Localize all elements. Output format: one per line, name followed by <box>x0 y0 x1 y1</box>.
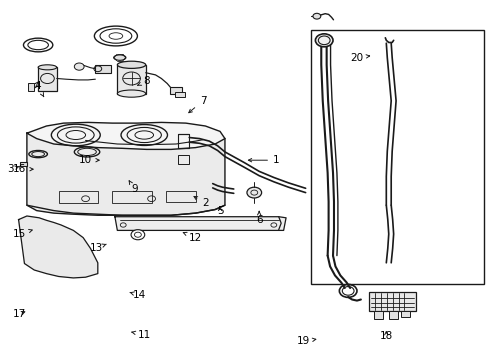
Bar <box>59 191 98 203</box>
Bar <box>170 87 182 94</box>
Bar <box>175 92 184 97</box>
Text: 6: 6 <box>255 211 262 225</box>
Polygon shape <box>27 122 224 149</box>
Text: 19: 19 <box>296 336 315 346</box>
Text: 15: 15 <box>13 229 32 239</box>
Bar <box>95 65 111 73</box>
Text: 18: 18 <box>379 330 392 341</box>
Ellipse shape <box>113 55 125 60</box>
Bar <box>28 83 34 91</box>
Bar <box>178 155 189 164</box>
Text: 5: 5 <box>216 206 223 216</box>
Circle shape <box>74 63 84 70</box>
Text: 8: 8 <box>138 76 150 86</box>
Bar <box>368 292 415 311</box>
Text: 4: 4 <box>35 81 43 97</box>
Bar <box>38 67 57 91</box>
Circle shape <box>131 230 144 240</box>
Text: 7: 7 <box>188 96 206 113</box>
Bar <box>20 162 27 166</box>
Ellipse shape <box>38 65 57 70</box>
Polygon shape <box>27 133 224 215</box>
Bar <box>373 311 382 319</box>
Text: 10: 10 <box>79 155 99 165</box>
Bar <box>178 134 189 148</box>
Circle shape <box>246 187 261 198</box>
Ellipse shape <box>117 61 145 68</box>
Text: 16: 16 <box>13 164 33 174</box>
Bar <box>166 191 195 202</box>
Text: 11: 11 <box>132 330 151 340</box>
Bar <box>400 311 409 317</box>
Text: 14: 14 <box>130 290 146 300</box>
Text: 1: 1 <box>248 155 279 165</box>
Text: 17: 17 <box>13 309 26 319</box>
Text: 3: 3 <box>7 164 20 174</box>
Polygon shape <box>19 216 98 278</box>
Circle shape <box>312 13 320 19</box>
Bar <box>112 191 151 203</box>
Polygon shape <box>115 217 285 230</box>
Bar <box>388 311 397 319</box>
Text: 12: 12 <box>183 232 202 243</box>
Bar <box>117 65 145 94</box>
Text: 13: 13 <box>90 243 106 253</box>
Ellipse shape <box>117 90 145 97</box>
Text: 9: 9 <box>129 181 138 194</box>
Circle shape <box>315 34 332 47</box>
Bar <box>310 30 483 284</box>
Text: 20: 20 <box>350 53 369 63</box>
Text: 2: 2 <box>194 197 208 208</box>
